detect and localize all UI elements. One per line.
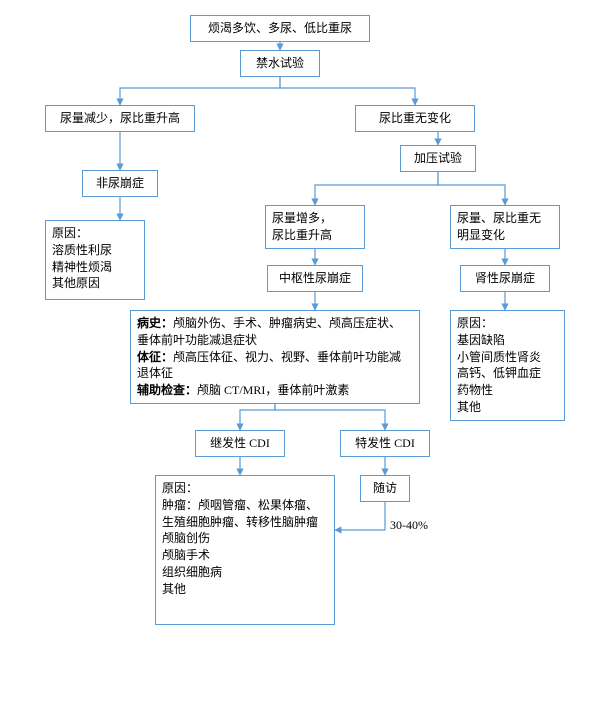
node-workup: 病史：颅脑外伤、手术、肿瘤病史、颅高压症状、垂体前叶功能减退症状体征：颅高压体征… [130, 310, 420, 404]
label-bold: 体征： [137, 350, 173, 364]
node-line: 其他 [457, 399, 558, 416]
label-text: 颅脑 CT/MRI，垂体前叶激素 [197, 383, 349, 397]
label-bold: 病史： [137, 316, 173, 330]
node-non_di_reasons: 原因：溶质性利尿精神性烦渴其他原因 [45, 220, 145, 300]
edge-water_dep-left1 [120, 74, 280, 105]
node-root: 烦渴多饮、多尿、低比重尿 [190, 15, 370, 42]
node-richline: 辅助检查：颅脑 CT/MRI，垂体前叶激素 [137, 382, 413, 399]
node-idio_cdi: 特发性 CDI [340, 430, 430, 457]
node-line: 原因： [162, 480, 328, 497]
node-line: 溶质性利尿 [52, 242, 138, 259]
node-non_di: 非尿崩症 [82, 170, 158, 197]
label-text: 颅高压体征、视力、视野、垂体前叶功能减退体征 [137, 350, 401, 381]
node-vaso_test: 加压试验 [400, 145, 476, 172]
edge-followup-sec_reasons [335, 499, 385, 530]
node-sec_reasons: 原因：肿瘤：颅咽管瘤、松果体瘤、生殖细胞肿瘤、转移性脑肿瘤颅脑创伤颅脑手术组织细… [155, 475, 335, 625]
node-followup: 随访 [360, 475, 410, 502]
node-left1: 尿量减少，尿比重升高 [45, 105, 195, 132]
node-line: 原因： [52, 225, 138, 242]
label-bold: 辅助检查： [137, 383, 197, 397]
node-water_dep: 禁水试验 [240, 50, 320, 77]
node-right1: 尿比重无变化 [355, 105, 475, 132]
edge-vaso_test-mid_inc [315, 169, 438, 205]
node-line: 基因缺陷 [457, 332, 558, 349]
node-sec_cdi: 继发性 CDI [195, 430, 285, 457]
node-line: 尿量增多， [272, 210, 358, 227]
node-line: 颅脑手术 [162, 547, 328, 564]
node-richline: 体征：颅高压体征、视力、视野、垂体前叶功能减退体征 [137, 349, 413, 383]
edge-water_dep-right1 [280, 74, 415, 105]
node-richline: 病史：颅脑外伤、手术、肿瘤病史、颅高压症状、垂体前叶功能减退症状 [137, 315, 413, 349]
node-mid_inc: 尿量增多，尿比重升高 [265, 205, 365, 249]
node-renal_di: 肾性尿崩症 [460, 265, 550, 292]
edge-label: 30-40% [390, 518, 428, 533]
node-line: 组织细胞病 [162, 564, 328, 581]
edge-vaso_test-right_nochg [438, 169, 505, 205]
node-line: 精神性烦渴 [52, 259, 138, 276]
node-line: 颅脑创伤 [162, 530, 328, 547]
node-line: 肿瘤：颅咽管瘤、松果体瘤、生殖细胞肿瘤、转移性脑肿瘤 [162, 497, 328, 531]
node-line: 其他 [162, 581, 328, 598]
node-line: 原因： [457, 315, 558, 332]
node-line: 小管间质性肾炎 [457, 349, 558, 366]
node-right_nochg: 尿量、尿比重无明显变化 [450, 205, 560, 249]
node-central_di: 中枢性尿崩症 [267, 265, 363, 292]
node-line: 尿量、尿比重无 [457, 210, 553, 227]
node-line: 明显变化 [457, 227, 553, 244]
node-line: 尿比重升高 [272, 227, 358, 244]
node-renal_reasons: 原因：基因缺陷小管间质性肾炎高钙、低钾血症药物性其他 [450, 310, 565, 421]
label-text: 颅脑外伤、手术、肿瘤病史、颅高压症状、垂体前叶功能减退症状 [137, 316, 401, 347]
node-line: 药物性 [457, 382, 558, 399]
node-line: 高钙、低钾血症 [457, 365, 558, 382]
node-line: 其他原因 [52, 275, 138, 292]
